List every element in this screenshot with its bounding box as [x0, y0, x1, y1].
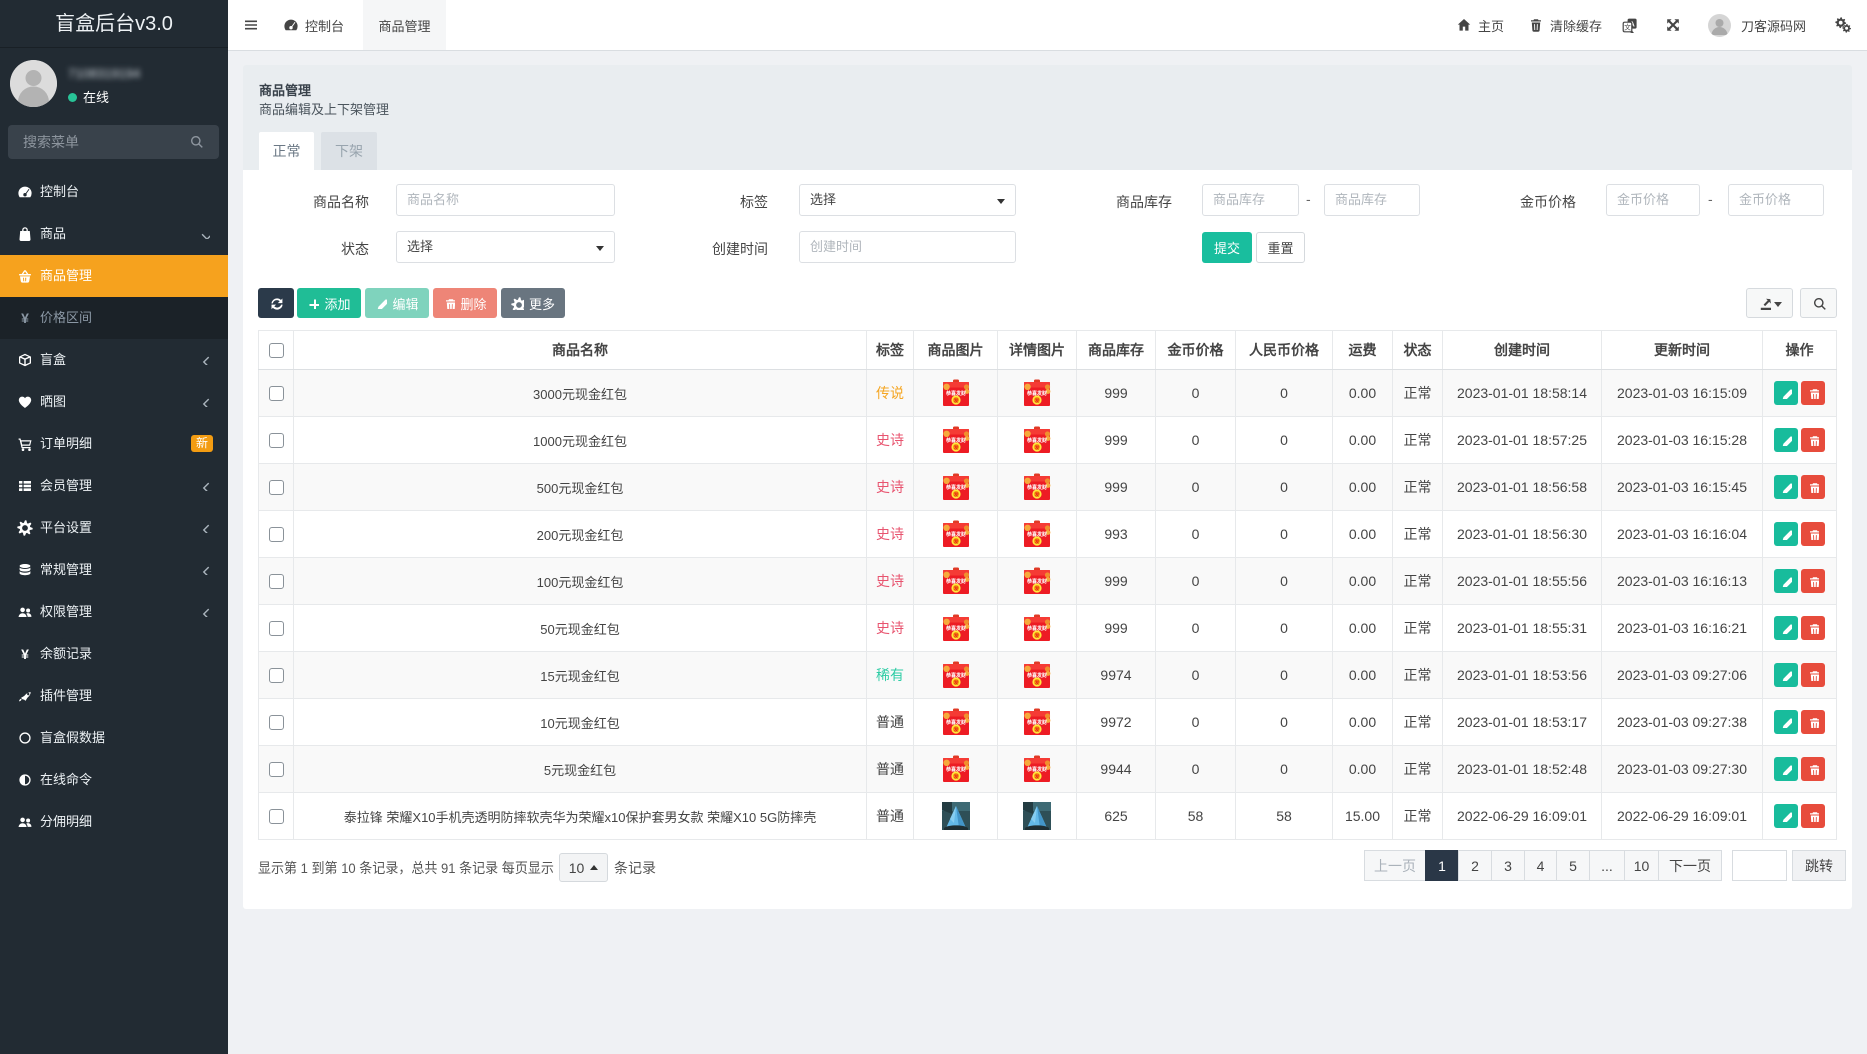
svg-text:恭喜发财: 恭喜发财 — [944, 766, 965, 773]
svg-text:发: 发 — [952, 632, 958, 639]
svg-text:恭喜发财: 恭喜发财 — [1026, 766, 1047, 773]
svg-text:恭喜发财: 恭喜发财 — [944, 531, 965, 538]
svg-text:恭喜发财: 恭喜发财 — [944, 672, 965, 679]
svg-text:发: 发 — [1034, 679, 1040, 686]
svg-text:发: 发 — [1034, 585, 1040, 592]
svg-text:恭喜发财: 恭喜发财 — [1026, 437, 1047, 444]
svg-text:发: 发 — [952, 397, 958, 404]
svg-text:发: 发 — [952, 585, 958, 592]
svg-text:发: 发 — [1034, 491, 1040, 498]
svg-text:¥: ¥ — [21, 646, 29, 662]
svg-text:恭喜发财: 恭喜发财 — [944, 719, 965, 726]
svg-text:恭喜发财: 恭喜发财 — [1026, 531, 1047, 538]
svg-text:¥: ¥ — [21, 310, 29, 326]
svg-text:文: 文 — [1624, 22, 1631, 31]
svg-text:发: 发 — [1034, 397, 1040, 404]
svg-text:恭喜发财: 恭喜发财 — [1026, 672, 1047, 679]
svg-text:发: 发 — [1034, 726, 1040, 733]
svg-text:恭喜发财: 恭喜发财 — [944, 625, 965, 632]
svg-text:恭喜发财: 恭喜发财 — [944, 578, 965, 585]
svg-text:发: 发 — [1034, 632, 1040, 639]
svg-text:发: 发 — [1034, 773, 1040, 780]
svg-text:恭喜发财: 恭喜发财 — [1026, 625, 1047, 632]
svg-text:恭喜发财: 恭喜发财 — [1026, 390, 1047, 397]
svg-text:发: 发 — [952, 726, 958, 733]
svg-text:恭喜发财: 恭喜发财 — [944, 390, 965, 397]
svg-text:发: 发 — [952, 538, 958, 545]
svg-text:恭喜发财: 恭喜发财 — [1026, 484, 1047, 491]
svg-text:恭喜发财: 恭喜发财 — [1026, 719, 1047, 726]
svg-text:发: 发 — [1034, 538, 1040, 545]
svg-text:发: 发 — [952, 679, 958, 686]
svg-text:发: 发 — [952, 491, 958, 498]
svg-text:恭喜发财: 恭喜发财 — [944, 484, 965, 491]
svg-text:发: 发 — [1034, 444, 1040, 451]
svg-text:发: 发 — [952, 444, 958, 451]
svg-text:发: 发 — [952, 773, 958, 780]
svg-text:恭喜发财: 恭喜发财 — [1026, 578, 1047, 585]
svg-text:恭喜发财: 恭喜发财 — [944, 437, 965, 444]
